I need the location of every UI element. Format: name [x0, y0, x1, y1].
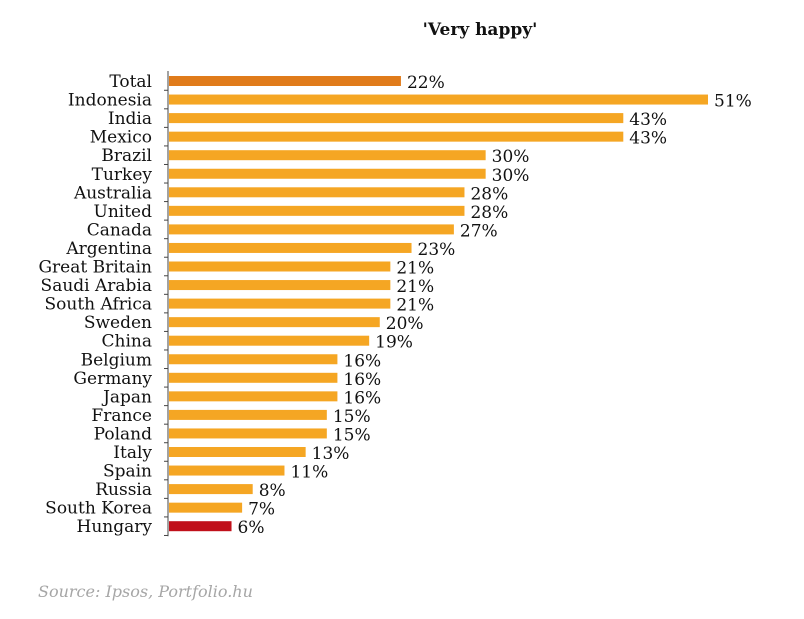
bar [169, 391, 338, 402]
bar [169, 131, 624, 142]
value-label: 8% [259, 481, 286, 501]
category-label: Russia [95, 480, 152, 500]
category-label: Belgium [81, 350, 152, 370]
category-label: Brazil [101, 146, 152, 166]
bar [169, 484, 253, 495]
bar [169, 372, 338, 383]
value-label: 30% [492, 166, 530, 186]
value-label: 30% [492, 147, 530, 167]
bar [169, 187, 465, 198]
category-label: Great Britain [38, 258, 152, 278]
category-label: Total [109, 72, 152, 92]
bar [169, 205, 465, 216]
value-label: 21% [396, 296, 434, 316]
bar [169, 317, 380, 328]
bar [169, 298, 391, 309]
category-label: Sweden [84, 313, 152, 333]
category-label: Germany [73, 369, 152, 389]
category-label: Turkey [92, 165, 153, 185]
bar [169, 502, 243, 513]
value-label: 15% [333, 407, 371, 427]
category-label: Italy [113, 443, 152, 463]
bar [169, 428, 327, 439]
bar [169, 113, 624, 124]
bar [169, 465, 285, 476]
category-label: Spain [103, 462, 152, 482]
value-label: 27% [460, 221, 498, 241]
category-label: United [94, 202, 153, 222]
bar [169, 94, 708, 105]
value-label: 15% [333, 425, 371, 445]
bar [169, 335, 370, 346]
value-label: 7% [248, 500, 275, 520]
category-label: Japan [101, 387, 152, 407]
bar [169, 447, 306, 457]
category-label: Argentina [65, 239, 152, 259]
category-label: South Africa [44, 295, 152, 315]
category-label: India [108, 109, 152, 129]
bar [169, 521, 232, 532]
category-label: Mexico [90, 128, 152, 148]
value-label: 43% [629, 129, 667, 149]
bar [169, 354, 338, 365]
category-label: Saudi Arabia [41, 276, 152, 296]
value-label: 51% [714, 92, 752, 112]
bar [169, 261, 391, 272]
category-label: Canada [87, 220, 152, 240]
value-label: 13% [312, 444, 350, 464]
value-label: 20% [386, 314, 424, 334]
value-label: 16% [343, 370, 381, 390]
value-label: 43% [629, 110, 667, 130]
category-label: Australia [73, 183, 152, 203]
value-label: 6% [238, 518, 265, 538]
value-label: 11% [290, 463, 328, 483]
value-label: 21% [396, 277, 434, 297]
category-label: France [91, 406, 152, 426]
bar [169, 224, 454, 235]
value-label: 22% [407, 73, 445, 93]
chart-title: 'Very happy' [422, 20, 538, 40]
source-note: Source: Ipsos, Portfolio.hu [38, 582, 253, 601]
bar [169, 409, 327, 420]
bar [169, 150, 486, 161]
value-label: 19% [375, 333, 413, 353]
bar [169, 168, 486, 179]
value-label: 16% [343, 388, 381, 408]
category-label: South Korea [45, 499, 152, 519]
category-label: Hungary [77, 517, 153, 537]
category-label: Indonesia [68, 91, 152, 111]
value-label: 28% [470, 203, 508, 223]
bar [169, 280, 391, 291]
value-label: 28% [470, 184, 508, 204]
value-label: 23% [418, 240, 456, 260]
bar [169, 76, 401, 86]
value-label: 16% [343, 351, 381, 371]
category-label: Poland [94, 424, 153, 444]
value-label: 21% [396, 259, 434, 279]
category-label: China [102, 332, 152, 352]
bar [169, 242, 412, 253]
